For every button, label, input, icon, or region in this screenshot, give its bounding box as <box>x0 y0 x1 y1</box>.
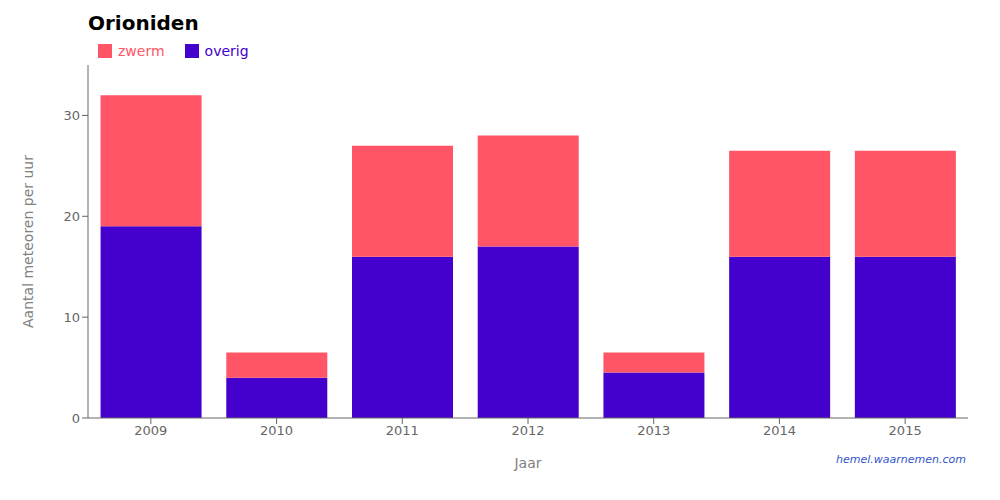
svg-text:0: 0 <box>72 411 80 426</box>
html-text:overig: overig <box>204 43 249 59</box>
svg-text:Aantal meteoren per uur: Aantal meteoren per uur <box>20 155 36 328</box>
svg-text:Jaar: Jaar <box>513 455 541 471</box>
html-text:hemel.waarnemen.com: hemel.waarnemen.com <box>836 453 966 466</box>
html-text:zwerm: zwerm <box>118 43 165 59</box>
svg-text:30: 30 <box>63 108 80 123</box>
svg-text:10: 10 <box>63 310 80 325</box>
svg-text:2009: 2009 <box>134 423 167 438</box>
svg-text:20: 20 <box>63 209 80 224</box>
svg-text:2010: 2010 <box>260 423 293 438</box>
svg-text:2015: 2015 <box>889 423 922 438</box>
svg-text:2013: 2013 <box>637 423 670 438</box>
svg-text:2012: 2012 <box>511 423 544 438</box>
svg-text:2014: 2014 <box>763 423 796 438</box>
html-text:Orioniden: Orioniden <box>88 11 199 35</box>
svg-text:2011: 2011 <box>386 423 419 438</box>
